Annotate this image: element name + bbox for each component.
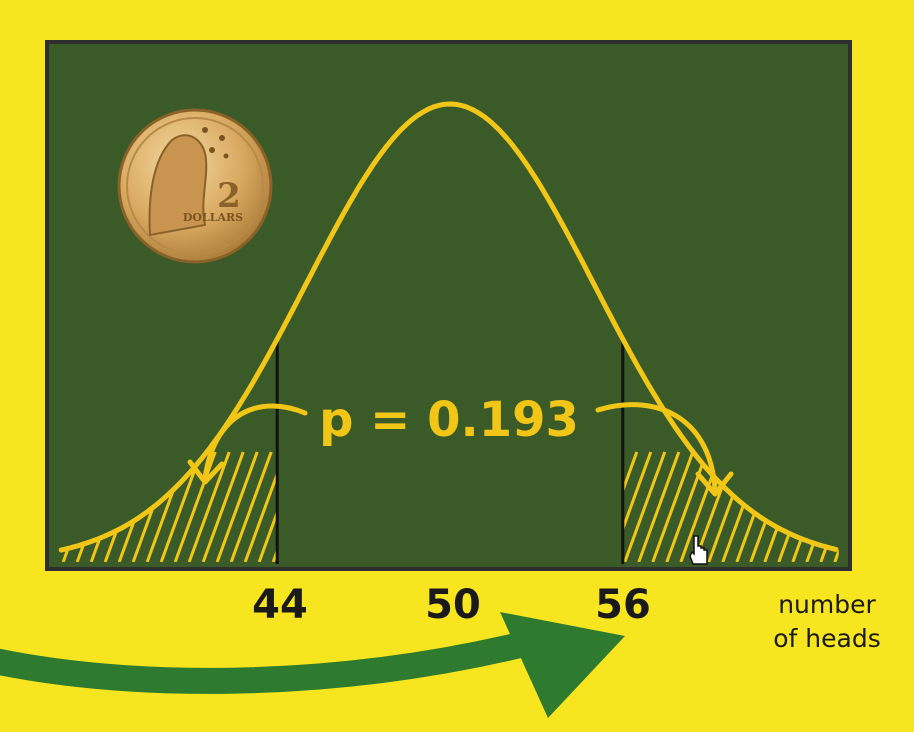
right-arrow-icon (595, 402, 734, 497)
tick-label-50: 50 (425, 582, 481, 628)
hatch-line (229, 451, 273, 562)
bell-curve (58, 101, 839, 553)
hatch-line (257, 451, 278, 562)
x-axis-label-line1: number (778, 590, 876, 619)
hatch-line (622, 451, 653, 562)
tick-label-44: 44 (252, 582, 308, 628)
hatch-line (665, 451, 709, 562)
left-arrow-icon (187, 403, 308, 485)
hatch-line (187, 451, 231, 562)
hatch-line (651, 451, 695, 562)
hatch-line (622, 451, 639, 562)
coin-word: DOLLARS (183, 211, 243, 224)
coin-denomination: 2 (217, 176, 241, 216)
tick-label-56: 56 (595, 582, 651, 628)
two-dollar-coin-icon: 2 DOLLARS (117, 108, 273, 264)
p-value-label: p = 0.193 (319, 392, 579, 448)
hatch-line (215, 451, 259, 562)
hand-pointer-icon (689, 535, 708, 565)
x-axis-label: number of heads (752, 588, 902, 656)
x-axis-label-line2: of heads (773, 624, 881, 653)
hatch-line (849, 452, 889, 562)
hatch-line (623, 451, 667, 562)
green-arrow-icon (0, 612, 625, 718)
hatch-line (243, 451, 278, 562)
hatch-line (201, 451, 245, 562)
hatch-line (637, 451, 681, 562)
